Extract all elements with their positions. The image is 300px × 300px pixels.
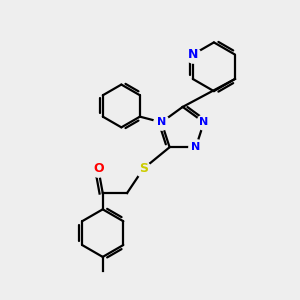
Text: S: S [139, 162, 148, 175]
Text: N: N [157, 117, 166, 127]
Text: N: N [188, 48, 198, 61]
Text: O: O [93, 162, 104, 175]
Text: N: N [191, 142, 200, 152]
Text: N: N [199, 117, 208, 127]
